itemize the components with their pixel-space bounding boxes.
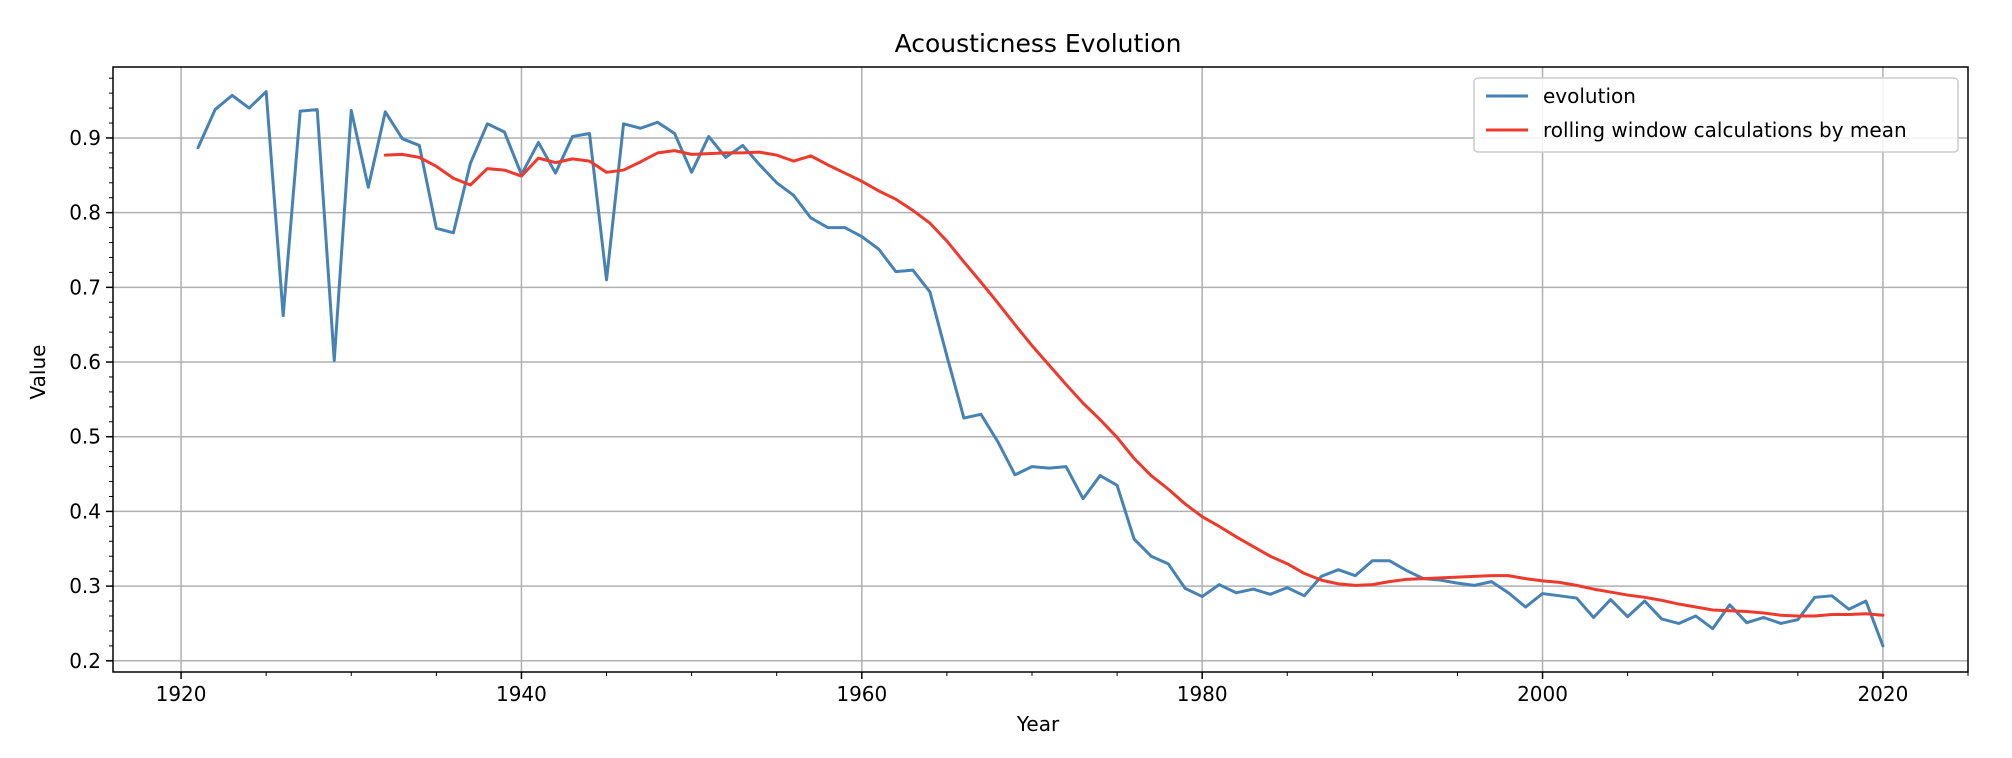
legend-box (1473, 77, 1959, 153)
y-axis-label: Value (26, 345, 50, 400)
y-tick-label: 0.8 (69, 201, 101, 225)
x-tick-label: 2020 (1857, 682, 1908, 706)
x-tick-label: 1920 (156, 682, 207, 706)
y-tick-label: 0.6 (69, 350, 101, 374)
legend: evolution rolling window calculations by… (1473, 77, 1959, 153)
plot-lines (196, 90, 1885, 648)
series-line-rolling-mean (383, 149, 1885, 618)
chart-title: Acousticness Evolution (895, 29, 1182, 58)
y-tick-label: 0.9 (69, 126, 101, 150)
y-tick-label: 0.5 (69, 425, 101, 449)
y-axis: 0.2 0.3 0.4 0.5 0.6 0.7 0.8 0.9 (69, 77, 113, 673)
y-tick-label: 0.2 (69, 649, 101, 673)
x-tick-label: 2000 (1517, 682, 1568, 706)
series-line-evolution (196, 90, 1885, 648)
x-axis: 1920 1940 1960 1980 2000 2020 (156, 672, 1969, 706)
grid (113, 67, 1968, 672)
x-tick-label: 1960 (836, 682, 887, 706)
x-tick-label: 1980 (1177, 682, 1228, 706)
x-tick-label: 1940 (496, 682, 547, 706)
legend-label-rolling-mean: rolling window calculations by mean (1543, 118, 1907, 142)
y-tick-label: 0.4 (69, 499, 101, 523)
x-axis-label: Year (1016, 712, 1060, 736)
axes-frame (112, 66, 1969, 673)
legend-label-evolution: evolution (1543, 84, 1636, 108)
y-tick-label: 0.7 (69, 275, 101, 299)
y-tick-label: 0.3 (69, 574, 101, 598)
